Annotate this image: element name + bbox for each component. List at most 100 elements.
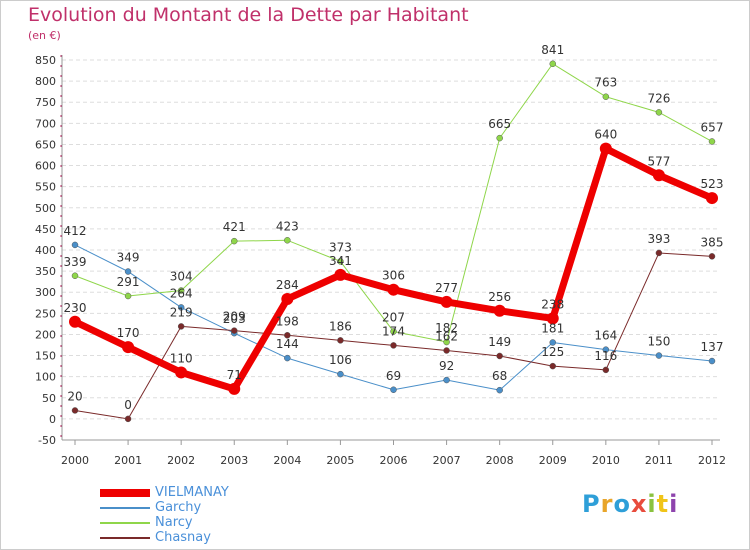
data-label: 209: [223, 310, 246, 324]
data-point-chasnay: [284, 332, 291, 339]
data-point-chasnay: [124, 415, 132, 423]
data-point-narcy: [390, 328, 397, 335]
logo-letter: t: [656, 490, 670, 518]
data-label: 150: [647, 335, 670, 349]
data-point-narcy: [708, 138, 716, 145]
data-label: 284: [276, 278, 299, 292]
data-point-vielmanay: [281, 292, 294, 305]
data-label: 373: [329, 240, 352, 254]
data-label: 149: [488, 335, 511, 349]
logo-letter: P: [582, 490, 601, 518]
data-label: 304: [170, 270, 193, 284]
data-label: 640: [594, 128, 617, 142]
data-label: 341: [329, 254, 352, 268]
data-label: 186: [329, 319, 352, 333]
y-tick-label: 600: [35, 160, 56, 173]
y-tick-label: 250: [35, 307, 56, 320]
data-label: 577: [647, 154, 670, 168]
y-tick-label: 450: [35, 223, 56, 236]
data-point-vielmanay: [440, 295, 453, 308]
data-label: 393: [647, 232, 670, 246]
y-tick-label: 700: [35, 117, 56, 130]
y-tick-label: 850: [35, 54, 56, 67]
chart-unit: (en €): [28, 29, 61, 42]
data-point-chasnay: [708, 253, 716, 260]
data-label: 170: [117, 326, 140, 340]
data-label: 421: [223, 220, 246, 234]
data-point-chasnay: [496, 352, 503, 360]
y-tick-label: 0: [49, 413, 56, 426]
x-tick-label: 2002: [167, 454, 195, 467]
legend-label-vielmanay: VIELMANAY: [155, 485, 229, 500]
data-point-narcy: [655, 109, 663, 116]
y-tick-label: 150: [35, 350, 56, 363]
data-point-garchy: [337, 370, 344, 378]
legend-item-chasnay: Chasnay: [100, 530, 211, 545]
data-point-narcy: [549, 60, 556, 68]
data-point-chasnay: [71, 407, 79, 414]
data-label: 20: [67, 389, 82, 403]
y-tick-label: 650: [35, 138, 56, 151]
data-point-garchy: [177, 304, 185, 311]
data-point-narcy: [284, 237, 291, 244]
x-tick-label: 2011: [645, 454, 673, 467]
x-tick-label: 2006: [380, 454, 408, 467]
y-tick-label: 750: [35, 96, 56, 109]
data-label: 110: [170, 351, 193, 365]
data-point-chasnay: [443, 347, 450, 354]
data-label: 657: [701, 120, 724, 134]
data-label: 116: [594, 349, 617, 363]
data-point-narcy: [177, 287, 185, 294]
data-label: 256: [488, 290, 511, 304]
y-tick-label: 550: [35, 181, 56, 194]
data-label: 92: [439, 359, 454, 373]
data-label: 162: [435, 329, 458, 343]
data-label: 174: [382, 324, 405, 338]
data-label: 164: [594, 329, 617, 343]
data-label: 291: [117, 275, 140, 289]
data-point-garchy: [602, 346, 610, 353]
data-label: 306: [382, 269, 405, 283]
data-point-narcy: [124, 292, 132, 300]
data-label: 198: [276, 314, 299, 328]
data-label: 203: [223, 312, 246, 326]
y-tick-label: 500: [35, 202, 56, 215]
data-label: 277: [435, 281, 458, 295]
data-label: 726: [647, 91, 670, 105]
data-point-garchy: [496, 386, 503, 394]
data-point-chasnay: [231, 327, 238, 334]
data-point-narcy: [337, 258, 344, 265]
data-label: 69: [386, 369, 401, 383]
data-label: 125: [541, 345, 564, 359]
data-label: 339: [64, 255, 87, 269]
data-label: 71: [227, 368, 242, 382]
data-label: 207: [382, 310, 405, 324]
logo-letter: i: [647, 490, 657, 518]
legend-item-vielmanay: VIELMANAY: [100, 485, 229, 500]
y-tick-label: 400: [35, 244, 56, 257]
x-tick-label: 2004: [273, 454, 301, 467]
data-label: 0: [124, 398, 132, 412]
data-label: 349: [117, 251, 140, 265]
data-point-vielmanay: [387, 283, 400, 296]
data-point-garchy: [708, 357, 716, 365]
y-tick-label: 50: [42, 392, 56, 405]
data-label: 385: [701, 235, 724, 249]
legend-label-narcy: Narcy: [155, 515, 193, 530]
data-point-vielmanay: [122, 341, 135, 354]
data-label: 106: [329, 353, 352, 367]
y-tick-label: 800: [35, 75, 56, 88]
legend-swatch-chasnay: [100, 536, 150, 539]
data-point-chasnay: [337, 337, 344, 344]
x-tick-label: 2010: [592, 454, 620, 467]
data-label: 137: [701, 340, 724, 354]
data-point-garchy: [390, 386, 397, 394]
y-tick-label: 200: [35, 328, 56, 341]
x-tick-label: 2009: [539, 454, 567, 467]
logo-letter: x: [630, 490, 648, 518]
data-point-narcy: [443, 338, 450, 346]
chart-title: Evolution du Montant de la Dette par Hab…: [28, 4, 469, 26]
legend-label-chasnay: Chasnay: [155, 530, 211, 545]
data-point-narcy: [496, 134, 503, 142]
